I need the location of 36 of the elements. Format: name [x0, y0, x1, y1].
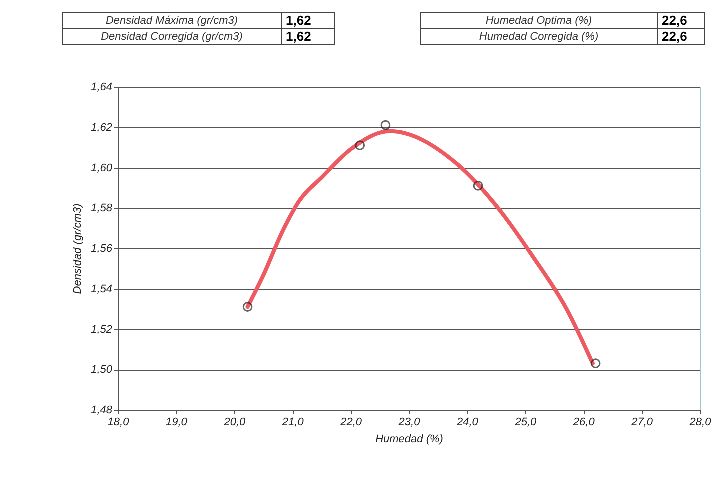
line-series	[246, 129, 595, 366]
x-tick-label: 24,0	[456, 416, 480, 428]
x-tick-label: 27,0	[630, 416, 654, 428]
y-tick-label: 1,60	[91, 162, 114, 174]
text: Humedad Optima (%)	[420, 12, 658, 28]
y-tick-label: 1,58	[91, 202, 114, 215]
point	[380, 120, 391, 130]
text: 1,62	[282, 12, 334, 28]
x-tick-label: 21,0	[281, 416, 305, 428]
x-tick-label: 19,0	[166, 416, 188, 428]
x-tick-label: 22,0	[340, 416, 363, 428]
x-tick-label: 25,0	[514, 416, 538, 428]
text: Densidad Máxima (gr/cm3)	[62, 12, 282, 28]
x-tick-label: 26,0	[572, 416, 596, 428]
point	[590, 358, 601, 368]
y-tick-label: 1,52	[91, 324, 112, 336]
y-tick-label: 1,64	[91, 82, 112, 94]
x-tick-label: 18,0	[108, 416, 130, 428]
text: 22,6	[658, 12, 704, 28]
x-axis-title: Humedad (%)	[376, 434, 444, 446]
x-tick-label: 23,0	[398, 416, 422, 428]
y-tick-label: 1,56	[91, 243, 114, 255]
text: Humedad Corregida (%)	[420, 28, 658, 44]
text: 1,62	[282, 28, 334, 44]
x-tick-label: 20,0	[223, 416, 246, 428]
point	[355, 140, 366, 150]
y-tick-label: 1,50	[91, 364, 114, 376]
y-tick-label: 1,54	[91, 283, 112, 296]
point	[473, 180, 484, 191]
x-tick-label: 28,0	[688, 416, 712, 428]
text: 22,6	[658, 28, 704, 44]
y-tick-label: 1,48	[91, 404, 114, 416]
point	[242, 302, 253, 312]
text: Densidad Corregida (gr/cm3)	[62, 28, 282, 44]
y-axis-title: Densidad (gr/cm3)	[72, 203, 84, 294]
y-tick-label: 1,62	[91, 122, 112, 134]
